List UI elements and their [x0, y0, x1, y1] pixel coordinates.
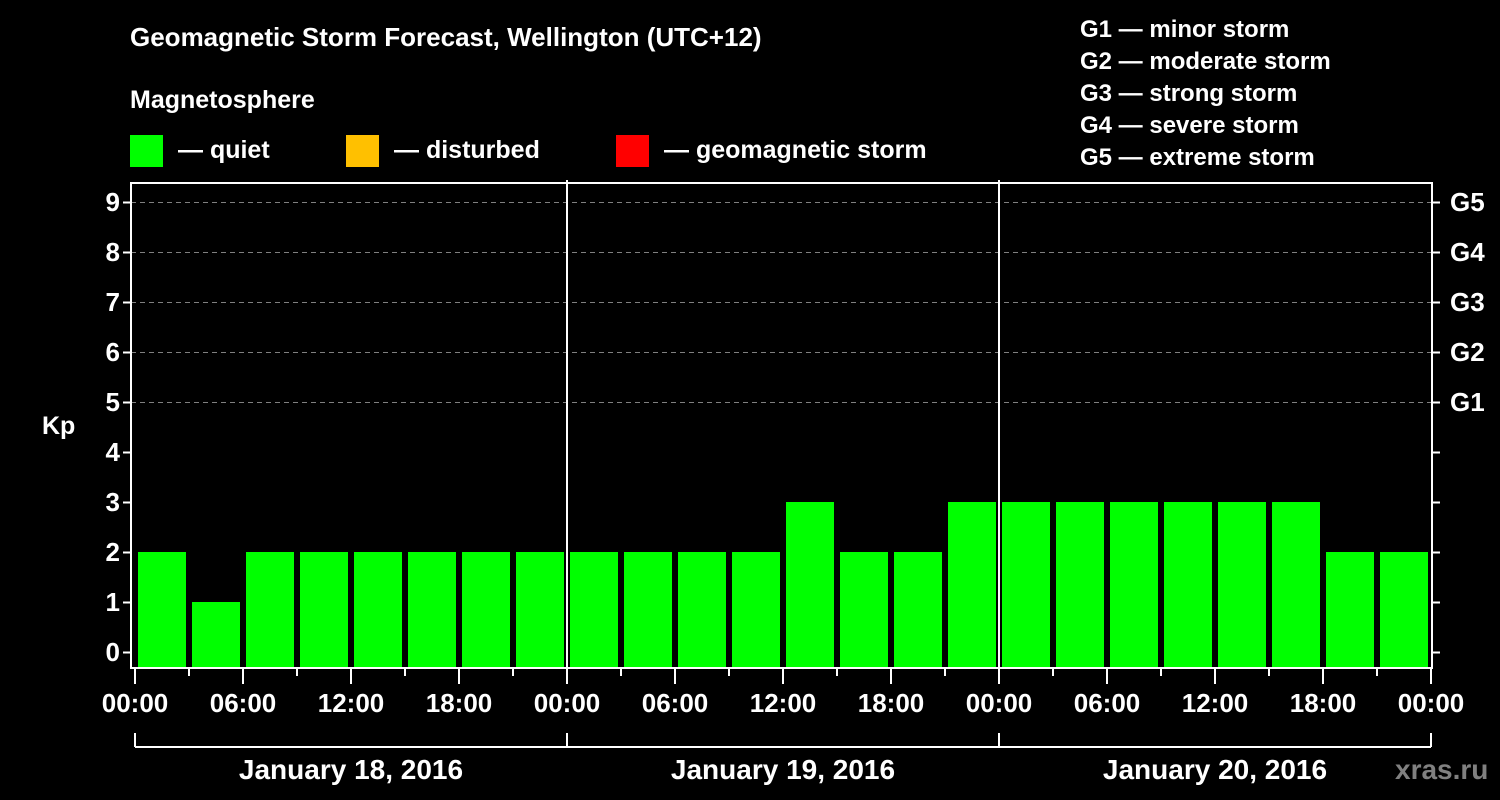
y-tick-label: 2: [105, 537, 120, 567]
legend-item-disturbed: — disturbed: [346, 134, 540, 167]
g-tick-label: G1: [1450, 387, 1485, 417]
x-tick-label: 00:00: [965, 688, 1033, 718]
legend-item-quiet: — quiet: [130, 134, 270, 167]
kp-bar: [408, 552, 456, 667]
x-tick-label: 18:00: [1289, 688, 1357, 718]
y-tick-label: 8: [105, 237, 120, 267]
legend-heading: Magnetosphere: [130, 86, 315, 114]
chart-title: Geomagnetic Storm Forecast, Wellington (…: [130, 22, 762, 52]
storm-scale-g5: G5 — extreme storm: [1080, 144, 1315, 171]
kp-bar: [678, 552, 726, 667]
kp-bar: [300, 552, 348, 667]
date-label: January 18, 2016: [238, 754, 464, 785]
g-tick-label: G5: [1450, 187, 1485, 217]
legend-label-quiet: — quiet: [178, 136, 270, 164]
y-tick-label: 7: [105, 287, 120, 317]
x-tick-label: 12:00: [749, 688, 817, 718]
storm-scale-legend: G1 — minor storm G2 — moderate storm G3 …: [1080, 14, 1331, 174]
x-tick-label: 00:00: [533, 688, 601, 718]
y-tick-label: 5: [105, 387, 120, 417]
kp-bar: [246, 552, 294, 667]
x-tick-label: 06:00: [1073, 688, 1141, 718]
disturbed-swatch: [346, 134, 379, 167]
kp-bar: [1110, 502, 1158, 667]
kp-bar: [624, 552, 672, 667]
storm-swatch: [616, 134, 649, 167]
kp-bar: [732, 552, 780, 667]
y-tick-label: 6: [105, 337, 120, 367]
x-tick-label: 12:00: [1181, 688, 1249, 718]
kp-bar: [192, 602, 240, 667]
y-tick-label: 1: [105, 587, 120, 617]
g-tick-label: G4: [1450, 237, 1485, 267]
x-tick-label: 18:00: [425, 688, 493, 718]
x-tick-label: 00:00: [1397, 688, 1465, 718]
kp-bar: [1326, 552, 1374, 667]
quiet-swatch: [130, 134, 163, 167]
y-tick-label: 9: [105, 187, 120, 217]
kp-bar: [1164, 502, 1212, 667]
kp-bar: [462, 552, 510, 667]
kp-bar: [1056, 502, 1104, 667]
plot-frame: [130, 182, 1433, 669]
legend-item-storm: — geomagnetic storm: [616, 134, 927, 167]
storm-scale-g1: G1 — minor storm: [1080, 16, 1290, 43]
kp-bar: [786, 502, 834, 667]
date-label: January 20, 2016: [1102, 754, 1328, 785]
storm-scale-g4: G4 — severe storm: [1080, 112, 1299, 139]
legend-label-disturbed: — disturbed: [394, 136, 540, 164]
date-label: January 19, 2016: [670, 754, 896, 785]
kp-bar: [516, 552, 564, 667]
y-axis-label: Kp: [42, 412, 76, 440]
kp-bar: [948, 502, 996, 667]
storm-scale-g2: G2 — moderate storm: [1080, 48, 1331, 75]
y-tick-label: 0: [105, 637, 120, 667]
legend-label-storm: — geomagnetic storm: [664, 136, 927, 164]
kp-bar: [894, 552, 942, 667]
kp-bar: [1380, 552, 1428, 667]
kp-bar: [1218, 502, 1266, 667]
g-tick-label: G2: [1450, 337, 1485, 367]
g-tick-label: G3: [1450, 287, 1485, 317]
kp-bar: [840, 552, 888, 667]
storm-scale-g3: G3 — strong storm: [1080, 80, 1298, 107]
x-tick-label: 06:00: [209, 688, 277, 718]
kp-bar: [570, 552, 618, 667]
kp-bar: [138, 552, 186, 667]
y-tick-label: 4: [105, 437, 120, 467]
kp-bar: [1272, 502, 1320, 667]
x-tick-label: 12:00: [317, 688, 385, 718]
watermark: xras.ru: [1395, 754, 1489, 785]
x-tick-label: 18:00: [857, 688, 925, 718]
kp-bar: [354, 552, 402, 667]
y-tick-label: 3: [105, 487, 120, 517]
kp-bar: [1002, 502, 1050, 667]
x-tick-label: 06:00: [641, 688, 709, 718]
x-tick-label: 00:00: [101, 688, 169, 718]
